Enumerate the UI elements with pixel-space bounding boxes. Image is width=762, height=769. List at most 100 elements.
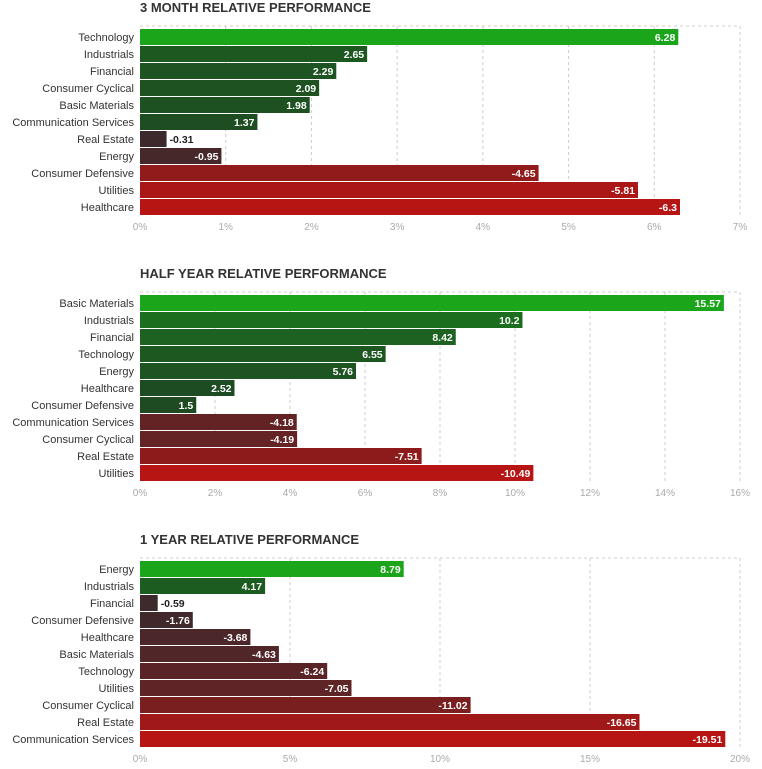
x-tick-label: 4% — [476, 222, 491, 233]
bar — [140, 63, 337, 79]
data-label: 1.37 — [234, 117, 255, 129]
bar — [140, 131, 167, 147]
category-label: Utilities — [99, 468, 135, 480]
category-label: Technology — [78, 666, 134, 678]
bar — [140, 312, 523, 328]
bar — [140, 465, 534, 481]
chart-panel-1-year: 1 YEAR RELATIVE PERFORMANCE 0% 5% 10% 15% 20… — [0, 532, 762, 769]
bar — [140, 182, 638, 198]
category-label: Consumer Defensive — [31, 168, 134, 180]
bar — [140, 578, 266, 594]
data-label: 4.17 — [242, 581, 263, 593]
category-label: Financial — [90, 332, 134, 344]
category-label: Technology — [78, 349, 134, 361]
bar — [140, 561, 404, 577]
x-tick-label: 2% — [304, 222, 319, 233]
bar — [140, 329, 456, 345]
x-tick-label: 1% — [218, 222, 233, 233]
category-label: Basic Materials — [59, 100, 134, 112]
category-label: Consumer Defensive — [31, 400, 134, 412]
data-label: -3.68 — [223, 632, 247, 644]
category-label: Financial — [90, 598, 134, 610]
bar — [140, 148, 222, 164]
bar — [140, 97, 310, 113]
bar — [140, 414, 297, 430]
data-label: 6.55 — [362, 349, 383, 361]
x-tick-label: 5% — [561, 222, 576, 233]
bar — [140, 199, 680, 215]
category-label: Communication Services — [12, 734, 134, 746]
x-tick-label: 4% — [283, 488, 298, 499]
bar-chart-3-month: 0% 1% 2% 3% 4% 5% 6% 7% Technology 6.28 Industrial… — [12, 25, 748, 233]
data-label: -16.65 — [607, 717, 637, 729]
data-label: -4.65 — [512, 168, 536, 180]
x-tick-label: 3% — [390, 222, 405, 233]
category-label: Healthcare — [81, 632, 134, 644]
data-label: 8.79 — [380, 564, 401, 576]
bar-chart-1-year: 0% 5% 10% 15% 20% Energy 8.79 Industrials 4.17 Fi… — [12, 557, 750, 765]
category-label: Consumer Cyclical — [42, 700, 134, 712]
category-label: Real Estate — [77, 134, 134, 146]
data-label: -0.31 — [170, 134, 194, 146]
bar — [140, 397, 197, 413]
data-label: 10.2 — [499, 315, 520, 327]
bar — [140, 680, 352, 696]
bar — [140, 714, 640, 730]
chart-title: 3 MONTH RELATIVE PERFORMANCE — [140, 0, 371, 15]
data-label: 6.28 — [655, 32, 676, 44]
bar — [140, 629, 251, 645]
category-label: Consumer Cyclical — [42, 83, 134, 95]
category-label: Real Estate — [77, 451, 134, 463]
x-tick-label: 6% — [647, 222, 662, 233]
bar — [140, 29, 679, 45]
bar — [140, 295, 724, 311]
bar — [140, 448, 422, 464]
category-label: Industrials — [84, 49, 135, 61]
category-label: Energy — [99, 151, 134, 163]
bar — [140, 595, 158, 611]
x-tick-label: 7% — [733, 222, 748, 233]
x-tick-label: 16% — [730, 488, 750, 499]
x-tick-label: 5% — [283, 754, 298, 765]
data-label: 2.65 — [344, 49, 365, 61]
category-label: Healthcare — [81, 383, 134, 395]
data-label: -4.18 — [270, 417, 294, 429]
x-tick-label: 0% — [133, 754, 148, 765]
bar — [140, 46, 368, 62]
x-tick-label: 0% — [133, 488, 148, 499]
data-label: -4.63 — [252, 649, 276, 661]
category-label: Consumer Cyclical — [42, 434, 134, 446]
data-label: 1.5 — [179, 400, 194, 412]
data-label: -5.81 — [611, 185, 635, 197]
data-label: -19.51 — [693, 734, 723, 746]
data-label: -0.95 — [194, 151, 218, 163]
data-label: 8.42 — [432, 332, 453, 344]
chart-panel-3-month: 3 MONTH RELATIVE PERFORMANCE 0% 1% 2% 3% 4% 5… — [0, 0, 762, 240]
category-label: Consumer Defensive — [31, 615, 134, 627]
data-label: -10.49 — [501, 468, 531, 480]
data-label: 2.09 — [296, 83, 317, 95]
x-tick-label: 6% — [358, 488, 373, 499]
category-label: Healthcare — [81, 202, 134, 214]
bar — [140, 165, 539, 181]
x-tick-label: 20% — [730, 754, 750, 765]
category-label: Basic Materials — [59, 298, 134, 310]
category-label: Energy — [99, 564, 134, 576]
bar-chart-half-year: 0% 2% 4% 6% 8% 10% 12% 14% 16% Basic Materials 15.… — [12, 291, 750, 499]
category-label: Utilities — [99, 683, 135, 695]
bar — [140, 380, 235, 396]
category-label: Industrials — [84, 315, 135, 327]
data-label: -1.76 — [166, 615, 190, 627]
bar — [140, 646, 279, 662]
data-label: -0.59 — [161, 598, 185, 610]
bar — [140, 612, 193, 628]
data-label: 15.57 — [695, 298, 721, 310]
data-label: 2.52 — [211, 383, 232, 395]
bar — [140, 114, 258, 130]
x-tick-label: 10% — [505, 488, 525, 499]
chart-title: HALF YEAR RELATIVE PERFORMANCE — [140, 266, 387, 281]
x-tick-label: 15% — [580, 754, 600, 765]
x-tick-label: 8% — [433, 488, 448, 499]
x-tick-label: 0% — [133, 222, 148, 233]
chart-panel-half-year: HALF YEAR RELATIVE PERFORMANCE 0% 2% 4% 6% 8… — [0, 266, 762, 506]
